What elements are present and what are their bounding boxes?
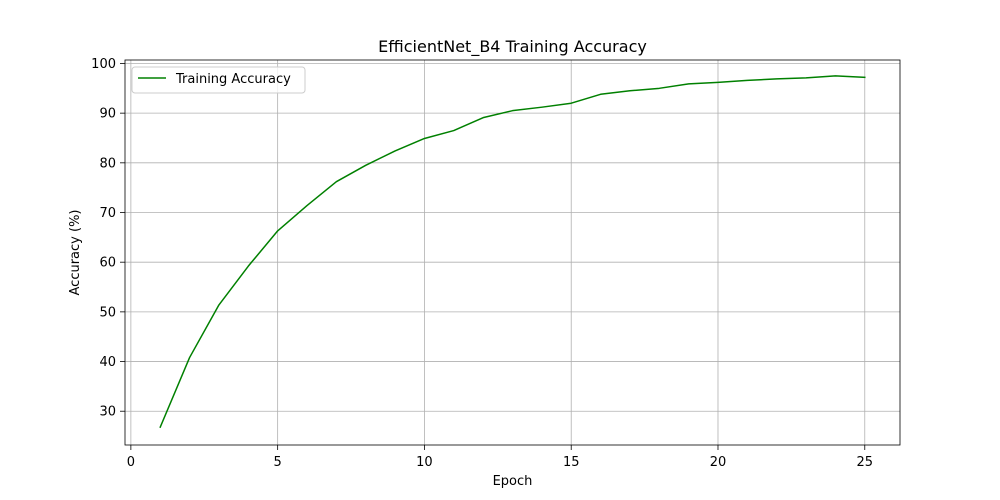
tick-layer: 0 5 10 15 20 25 30 40 50 60 70 80 90 100	[91, 57, 873, 470]
plot-frame	[124, 59, 901, 446]
x-tick-label: 15	[563, 455, 580, 470]
y-tick-label: 70	[99, 206, 116, 221]
y-tick-label: 80	[99, 156, 116, 171]
x-tick-label: 25	[856, 455, 873, 470]
x-axis-label: Epoch	[493, 474, 533, 489]
x-tick-label: 10	[416, 455, 433, 470]
chart-title: EfficientNet_B4 Training Accuracy	[378, 37, 647, 57]
y-tick-label: 60	[99, 256, 116, 271]
legend-box	[131, 66, 306, 94]
y-tick-label: 50	[99, 305, 116, 320]
x-tick-label: 0	[127, 455, 135, 470]
x-tick-label: 20	[710, 455, 727, 470]
legend-label: Training Accuracy	[175, 72, 291, 87]
y-axis-label: Accuracy (%)	[68, 210, 83, 296]
y-tick-label: 90	[99, 107, 116, 122]
grid-layer	[125, 60, 900, 445]
x-tick-label: 5	[274, 455, 282, 470]
y-tick-label: 40	[99, 355, 116, 370]
plot-background	[125, 60, 900, 445]
legend: Training Accuracy	[131, 66, 306, 94]
y-tick-label: 30	[99, 405, 116, 420]
series-layer	[159, 75, 866, 429]
y-tick-label: 100	[91, 57, 116, 72]
